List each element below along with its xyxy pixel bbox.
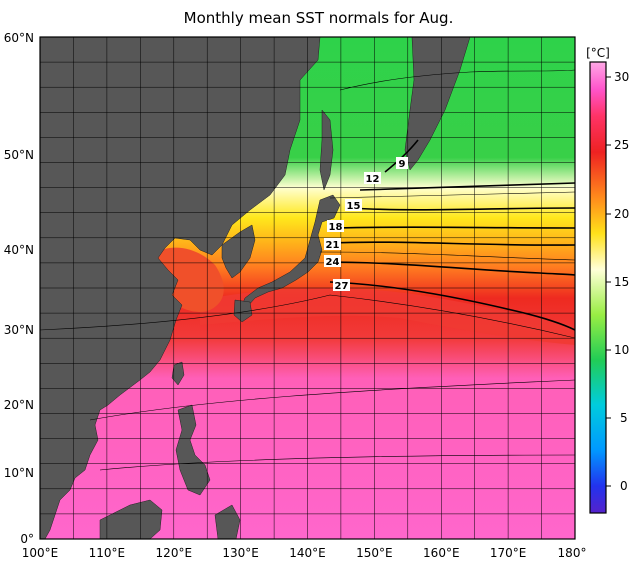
contour-label-21: 21 xyxy=(326,240,340,251)
colorbar-unit-label: [°C] xyxy=(586,46,610,60)
isotherm-24 xyxy=(324,261,575,276)
land-taiwan xyxy=(171,361,185,386)
colorbar-tick-15: 15 xyxy=(614,275,629,289)
isotherm-15 xyxy=(347,207,575,211)
colorbar-ticks: 30 25 20 15 10 5 0 xyxy=(606,70,629,493)
warm-sea-band xyxy=(200,288,575,345)
land-borneo xyxy=(99,499,163,539)
map-title: Monthly mean SST normals for Aug. xyxy=(183,9,454,27)
lon-label-150e: 150°E xyxy=(356,546,393,560)
lat-label-10n: 10°N xyxy=(4,466,34,480)
contour-label-24: 24 xyxy=(326,257,340,268)
colorbar-tick-25: 25 xyxy=(614,138,629,152)
contour-labels: 9 12 15 18 21 24 27 xyxy=(324,157,408,292)
lon-label-170e: 170°E xyxy=(490,546,527,560)
map-plot-area: 9 12 15 18 21 24 27 xyxy=(40,37,575,539)
contour-label-9: 9 xyxy=(399,159,406,170)
lat-label-60n: 60°N xyxy=(4,31,34,45)
lon-label-180: 180° xyxy=(558,546,587,560)
lat-label-50n: 50°N xyxy=(4,148,34,162)
lon-label-100e: 100°E xyxy=(22,546,59,560)
isotherm-21 xyxy=(329,241,575,246)
lat-label-40n: 40°N xyxy=(4,243,34,257)
isotherm-18 xyxy=(334,226,575,229)
land-japan xyxy=(239,194,341,311)
lon-label-140e: 140°E xyxy=(289,546,326,560)
isotherm-9 xyxy=(384,139,419,173)
land-philippines xyxy=(175,404,211,496)
lat-label-20n: 20°N xyxy=(4,398,34,412)
colorbar-tick-20: 20 xyxy=(614,207,629,221)
colorbar-tick-30: 30 xyxy=(614,70,629,84)
contour-label-12: 12 xyxy=(366,174,380,185)
lat-label-0: 0° xyxy=(20,532,34,546)
lon-label-160e: 160°E xyxy=(423,546,460,560)
map-frame xyxy=(39,36,576,540)
isotherm-lines xyxy=(40,69,575,471)
longitude-labels: 100°E 110°E 120°E 130°E 140°E 150°E 160°… xyxy=(22,546,587,560)
land-new-guinea xyxy=(214,504,241,539)
colorbar-tick-0: 0 xyxy=(620,479,628,493)
land-kyushu xyxy=(233,299,253,323)
colorbar-tick-10: 10 xyxy=(614,343,629,357)
contour-label-18: 18 xyxy=(329,222,343,233)
lon-label-110e: 110°E xyxy=(89,546,126,560)
latitude-labels: 60°N 50°N 40°N 30°N 20°N 10°N 0° xyxy=(4,31,34,546)
lon-label-130e: 130°E xyxy=(222,546,259,560)
colorbar-tick-5: 5 xyxy=(620,411,628,425)
land-kamchatka xyxy=(404,37,471,171)
land-sakhalin xyxy=(319,109,334,191)
contour-label-15: 15 xyxy=(347,201,361,212)
contour-label-27: 27 xyxy=(335,281,349,292)
colorbar xyxy=(589,61,607,514)
lon-label-120e: 120°E xyxy=(156,546,193,560)
grid-lines xyxy=(40,37,575,539)
isotherm-27 xyxy=(329,281,575,331)
isotherm-12 xyxy=(359,182,575,191)
lat-label-30n: 30°N xyxy=(4,323,34,337)
